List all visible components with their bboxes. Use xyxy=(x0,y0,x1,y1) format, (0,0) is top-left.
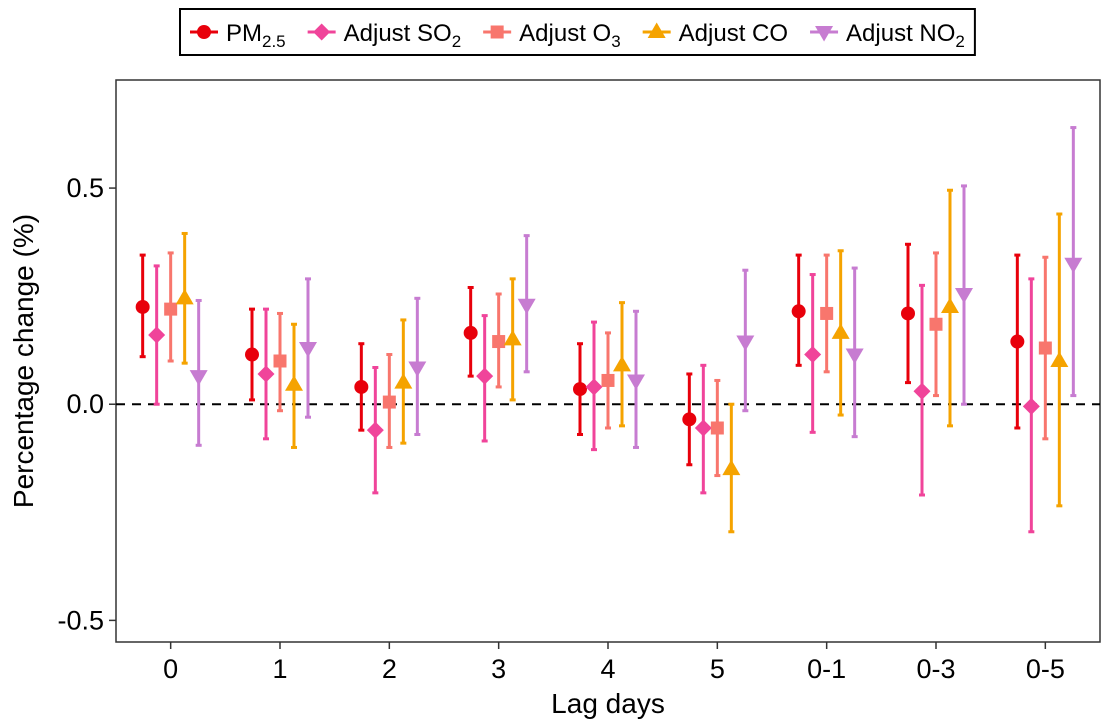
x-tick-label: 1 xyxy=(272,654,287,684)
point-marker xyxy=(613,355,631,372)
series-triangle-up xyxy=(175,188,1069,534)
point-marker xyxy=(285,375,303,391)
point-marker xyxy=(1064,257,1083,274)
point-marker xyxy=(354,379,369,394)
point-marker xyxy=(929,317,943,331)
point-marker xyxy=(1050,351,1069,367)
point-marker xyxy=(791,304,806,319)
point-marker xyxy=(682,412,697,427)
point-marker xyxy=(601,373,615,387)
point-marker xyxy=(694,419,712,437)
point-marker xyxy=(710,421,724,435)
point-marker xyxy=(941,297,959,313)
point-marker xyxy=(955,287,973,304)
point-marker xyxy=(463,325,478,340)
point-marker xyxy=(257,365,275,383)
series-square xyxy=(164,251,1052,478)
point-marker xyxy=(1010,334,1025,349)
legend-key-marker xyxy=(197,25,211,39)
point-marker xyxy=(148,326,166,344)
legend-label: PM2.5 xyxy=(226,20,286,51)
point-marker xyxy=(804,346,822,364)
y-tick-label: 0.5 xyxy=(66,173,104,203)
legend-label: Adjust CO xyxy=(679,20,788,47)
x-axis-title: Lag days xyxy=(551,688,665,719)
point-marker xyxy=(273,354,287,368)
x-tick-label: 0-1 xyxy=(807,654,846,684)
point-marker xyxy=(245,347,259,362)
point-marker xyxy=(627,374,645,390)
point-marker xyxy=(736,335,755,352)
point-marker xyxy=(189,370,208,386)
point-marker xyxy=(517,298,536,315)
point-marker xyxy=(476,367,494,385)
x-tick-label: 0-3 xyxy=(916,654,955,684)
point-marker xyxy=(164,302,178,316)
point-marker xyxy=(845,348,864,365)
x-tick-label: 5 xyxy=(710,654,725,684)
y-tick-label: -0.5 xyxy=(57,605,104,635)
legend: PM2.5 Adjust SO2 Adjust O3 Adjust CO Adjust … xyxy=(179,8,976,56)
y-tick-label: 0.0 xyxy=(66,389,104,419)
legend-label: Adjust O3 xyxy=(519,20,621,51)
point-marker xyxy=(901,306,915,321)
point-marker xyxy=(408,361,427,377)
y-axis-title: Percentage change (%) xyxy=(8,214,39,508)
x-tick-label: 2 xyxy=(382,654,397,684)
legend-key-marker xyxy=(490,25,504,39)
legend-key-marker xyxy=(815,26,834,42)
point-marker xyxy=(175,288,194,305)
legend-key-marker xyxy=(313,23,331,41)
point-marker xyxy=(366,421,384,439)
x-tick-label: 3 xyxy=(491,654,506,684)
point-marker xyxy=(585,378,603,396)
x-tick-label: 0-5 xyxy=(1026,654,1065,684)
x-tick-label: 0 xyxy=(163,654,178,684)
series-diamond xyxy=(148,264,1040,534)
point-marker xyxy=(913,382,931,400)
point-marker xyxy=(394,373,413,389)
legend-key-marker xyxy=(647,22,666,38)
y-axis: -0.5 0.0 0.5 xyxy=(57,173,116,635)
legend-label: Adjust NO2 xyxy=(846,20,965,51)
legend-label: Adjust SO2 xyxy=(344,20,462,51)
point-marker xyxy=(382,395,396,409)
x-axis: 0 1 2 3 4 5 0-1 0-3 0-5 xyxy=(163,642,1065,684)
point-marker xyxy=(135,299,150,314)
chart-marks xyxy=(135,126,1083,534)
point-marker xyxy=(573,382,587,397)
point-marker xyxy=(299,342,317,358)
point-marker xyxy=(831,323,850,339)
point-marker xyxy=(820,306,834,320)
point-marker xyxy=(1022,397,1040,415)
series-triangle-down xyxy=(189,126,1083,449)
point-marker xyxy=(503,329,522,346)
point-marker xyxy=(722,459,741,476)
point-marker xyxy=(492,335,506,349)
series-circle xyxy=(135,242,1025,467)
x-tick-label: 4 xyxy=(600,654,615,684)
point-marker xyxy=(1038,341,1052,355)
